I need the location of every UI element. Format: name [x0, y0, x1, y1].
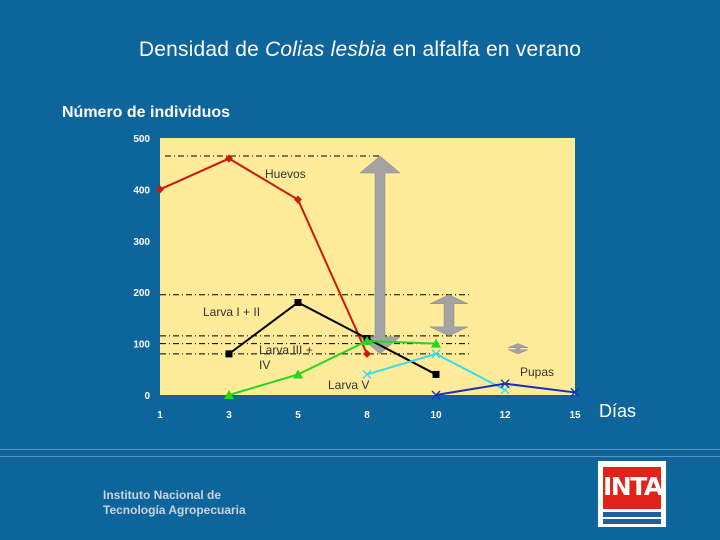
data-point [362, 336, 372, 346]
series-line [228, 301, 437, 376]
institution-name-line2: Tecnología Agropecuaria [103, 503, 246, 517]
double-arrow [429, 294, 469, 337]
x-tick-label: 12 [499, 410, 511, 421]
series-label: Larva V [328, 378, 369, 392]
series-pupas [431, 379, 580, 400]
title-suffix: en alfalfa en verano [386, 38, 582, 61]
data-point [432, 370, 440, 378]
inta-logo-text: INTA [603, 472, 663, 501]
series-label: Pupas [520, 365, 554, 379]
series-label: Larva III + [259, 343, 313, 357]
y-tick-label: 500 [133, 134, 150, 145]
series-larva_3_4 [224, 336, 441, 399]
y-tick-label: 400 [133, 185, 150, 196]
slide-title: Densidad de Colias lesbia en alfalfa en … [0, 38, 720, 62]
series-label: IV [259, 358, 270, 372]
x-axis-label: Días [599, 401, 637, 421]
data-point [363, 349, 371, 358]
series-label: Larva I + II [203, 305, 260, 319]
series-huevos [156, 154, 371, 358]
title-species: Colias lesbia [264, 38, 387, 61]
x-tick-label: 15 [569, 410, 581, 421]
data-point [294, 195, 302, 204]
y-tick-label: 100 [133, 340, 150, 351]
series-larva_5 [362, 349, 510, 395]
divider-line [0, 449, 720, 450]
inta-logo-stripe [603, 512, 661, 517]
series-label: Huevos [265, 167, 306, 181]
data-point [431, 338, 441, 348]
x-tick-label: 5 [295, 410, 301, 421]
x-tick-label: 10 [430, 410, 442, 421]
series-line [159, 157, 368, 355]
data-point [293, 369, 303, 379]
data-point [225, 154, 233, 163]
x-tick-label: 3 [226, 410, 232, 421]
inta-logo-red-box: INTA [603, 467, 663, 509]
data-point [224, 390, 234, 399]
double-arrow [507, 343, 529, 355]
series-line [228, 340, 437, 396]
x-tick-label: 8 [364, 410, 370, 421]
y-tick-label: 0 [144, 391, 150, 402]
y-tick-label: 200 [133, 288, 150, 299]
data-point [570, 387, 580, 397]
y-tick-label: 300 [133, 237, 150, 248]
data-point [431, 390, 441, 400]
data-point [500, 379, 510, 389]
institution-name-line1: Instituto Nacional de [103, 488, 222, 502]
data-point [294, 298, 302, 306]
inta-logo: INTA [598, 461, 666, 527]
data-point [225, 350, 233, 358]
data-point [362, 369, 372, 379]
data-point [431, 349, 441, 359]
x-tick-label: 1 [157, 410, 163, 421]
double-arrow [359, 155, 401, 355]
inta-logo-stripe [603, 519, 661, 524]
title-prefix: Densidad de [138, 38, 265, 61]
data-point [156, 185, 164, 194]
y-axis-label: Número de individuos [62, 104, 231, 121]
divider-line [0, 456, 720, 457]
